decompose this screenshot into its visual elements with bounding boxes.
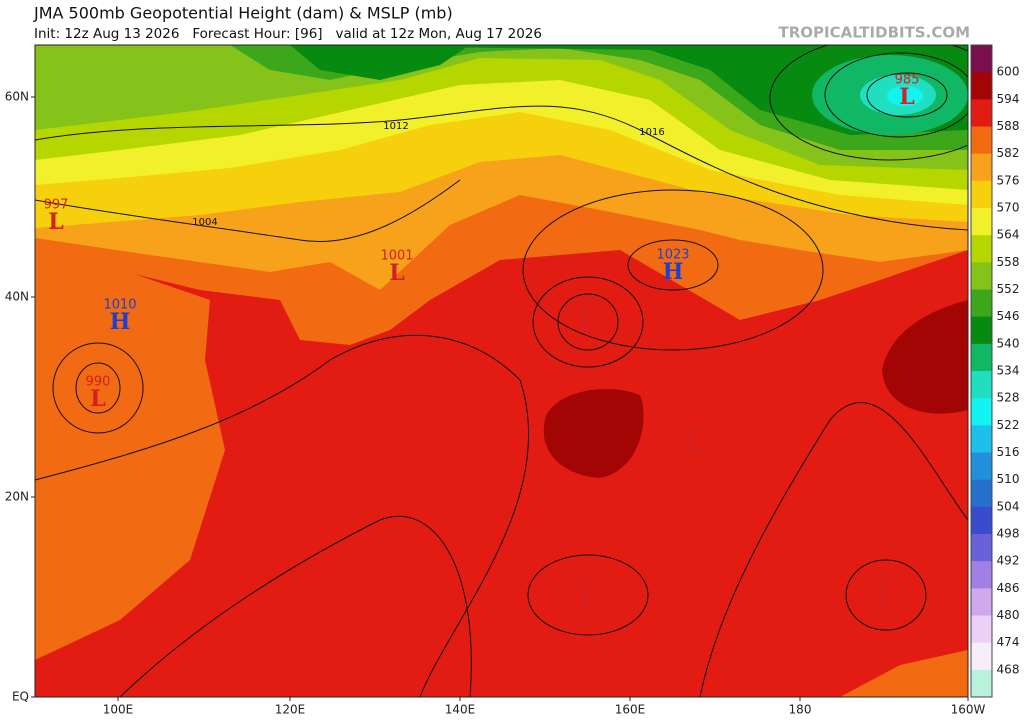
colorbar-swatch xyxy=(971,479,992,508)
colorbar-swatch xyxy=(971,371,992,399)
lon-label: 160W xyxy=(951,703,986,717)
lat-label: 60N xyxy=(5,90,29,104)
colorbar-swatch xyxy=(971,45,992,73)
center-letter: L xyxy=(389,260,404,286)
colorbar-swatch xyxy=(971,72,992,100)
colorbar-label: 540 xyxy=(997,336,1020,350)
lon-label: 120E xyxy=(275,703,306,717)
isobar-label: 1004 xyxy=(192,217,217,228)
colorbar-swatch xyxy=(971,669,992,698)
colorbar-swatch xyxy=(971,316,992,345)
colorbar-label: 510 xyxy=(997,472,1020,486)
center-value: 1005 xyxy=(571,298,604,313)
center-value: 1001 xyxy=(380,249,413,264)
colorbar-label: 546 xyxy=(997,309,1020,323)
colorbar-swatch xyxy=(971,126,992,155)
colorbar-label: 474 xyxy=(997,635,1020,649)
colorbar-swatch xyxy=(971,235,992,263)
colorbar-swatch xyxy=(971,99,992,127)
colorbar-swatch xyxy=(971,153,992,182)
isobar-label: 1012 xyxy=(383,121,408,132)
center-value: 1023 xyxy=(656,248,689,263)
center-value: 1009 xyxy=(869,573,902,588)
colorbar-swatch xyxy=(971,208,992,236)
center-letter: H xyxy=(110,309,131,335)
center-letter: L xyxy=(687,434,702,460)
lat-label: 20N xyxy=(5,490,29,504)
center-value: 990 xyxy=(86,375,111,390)
lon-label: 160E xyxy=(615,703,646,717)
colorbar-swatch xyxy=(971,506,992,535)
lon-label: 180 xyxy=(789,703,812,717)
lat-label: EQ xyxy=(12,690,29,704)
colorbar-swatch xyxy=(971,534,992,562)
isobar-label: 1016 xyxy=(639,127,664,138)
colorbar-label: 492 xyxy=(997,554,1020,568)
colorbar-swatch xyxy=(971,262,992,290)
colorbar-swatch xyxy=(971,561,992,589)
lat-label: 40N xyxy=(5,290,29,304)
center-letter: L xyxy=(580,309,595,335)
title: JMA 500mb Geopotential Height (dam) & MS… xyxy=(33,4,453,23)
colorbar-swatch xyxy=(971,642,992,671)
colorbar-label: 498 xyxy=(997,527,1020,541)
isobars xyxy=(35,45,968,697)
colorbar-label: 582 xyxy=(997,146,1020,160)
colorbar-swatch xyxy=(971,343,992,372)
map-frame xyxy=(34,44,969,698)
center-letter: L xyxy=(878,584,893,610)
colorbar-label: 564 xyxy=(997,228,1020,242)
colorbar-swatch xyxy=(971,452,992,481)
colorbar-label: 486 xyxy=(997,581,1020,595)
colorbar-swatch xyxy=(971,289,992,318)
colorbar-label: 528 xyxy=(997,391,1020,405)
center-value: 1010 xyxy=(103,298,136,313)
colorbar-label: 594 xyxy=(997,92,1020,106)
colorbar-label: 504 xyxy=(997,499,1020,513)
colorbar-label: 534 xyxy=(997,364,1020,378)
center-letter: L xyxy=(48,209,63,235)
colorbar-swatch xyxy=(971,425,992,453)
center-value: 985 xyxy=(895,73,920,88)
colorbar-swatch xyxy=(971,588,992,616)
colorbar-frame xyxy=(970,44,993,698)
colorbar-label: 468 xyxy=(997,662,1020,676)
colorbar-label: 522 xyxy=(997,418,1020,432)
colorbar-label: 480 xyxy=(997,608,1020,622)
center-value: 997 xyxy=(44,198,69,213)
overlay: 60N 40N 20N EQ 100E 120E 140E 160E 180 160W 1012 10… xyxy=(5,44,1020,717)
lon-label: 140E xyxy=(445,703,476,717)
colorbar-swatch xyxy=(971,180,992,209)
colorbar-label: 552 xyxy=(997,282,1020,296)
colorbar-label: 558 xyxy=(997,255,1020,269)
colorbar-label: 576 xyxy=(997,173,1020,187)
colorbar-label: 588 xyxy=(997,119,1020,133)
center-letter: L xyxy=(90,386,105,412)
center-letter: H xyxy=(663,259,684,285)
colorbar-swatch xyxy=(971,615,992,644)
colorbar-label: 600 xyxy=(997,65,1020,79)
colorbar-label: 516 xyxy=(997,445,1020,459)
watermark: TROPICALTIDBITS.COM xyxy=(779,24,971,42)
colorbar-swatch xyxy=(971,398,992,426)
center-value: 1012 xyxy=(678,423,711,438)
subtitle: Init: 12z Aug 13 2026 Forecast Hour: [96… xyxy=(34,26,542,42)
center-value: 1011 xyxy=(571,573,604,588)
colorbar-label: 570 xyxy=(997,201,1020,215)
center-letter: L xyxy=(899,84,914,110)
height-field xyxy=(35,45,968,697)
lon-label: 100E xyxy=(103,703,134,717)
center-letter: L xyxy=(580,584,595,610)
